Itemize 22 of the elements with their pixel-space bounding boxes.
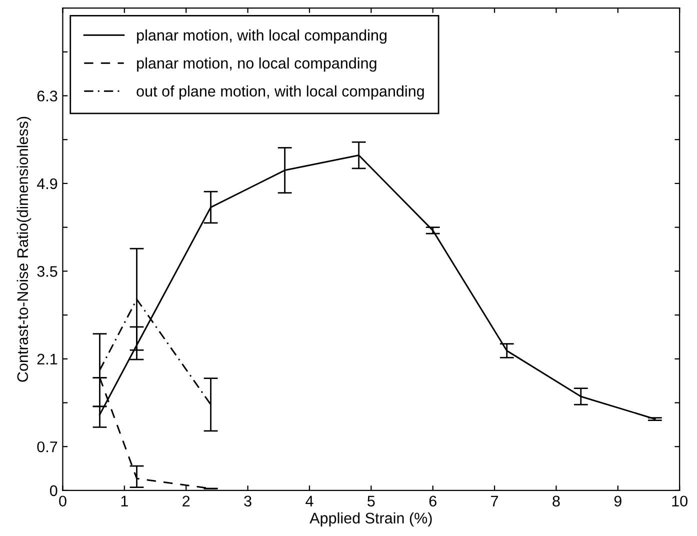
legend-label: planar motion, with local companding	[137, 29, 386, 44]
x-tick-label: 3	[244, 496, 252, 507]
y-tick-label: 3.5	[37, 266, 58, 277]
y-tick-label: 6.3	[37, 90, 58, 102]
x-tick-label: 9	[614, 496, 622, 507]
x-tick-label: 4	[306, 496, 314, 506]
x-tick-label: 6	[429, 496, 436, 507]
y-axis-title: Contrast-to-Noise Ratio(dimensionless)	[16, 116, 32, 382]
y-tick-label: 0	[50, 485, 58, 496]
y-tick-label: 0.7	[37, 441, 58, 452]
x-tick-label: 8	[552, 496, 560, 507]
x-tick-label: 5	[368, 496, 375, 507]
y-tick-label: 4.9	[36, 178, 58, 190]
x-tick-label: 1	[121, 496, 128, 506]
x-tick-label: 7	[491, 496, 498, 506]
x-tick-label: 10	[672, 496, 688, 507]
legend-label: planar motion, no local companding	[137, 57, 376, 72]
y-tick-label: 2.1	[37, 354, 58, 364]
x-tick-label: 0	[59, 496, 66, 507]
x-axis-title: Applied Strain (%)	[310, 512, 432, 527]
x-tick-label: 2	[182, 496, 190, 506]
legend-label: out of plane motion, with local companding	[136, 85, 424, 100]
